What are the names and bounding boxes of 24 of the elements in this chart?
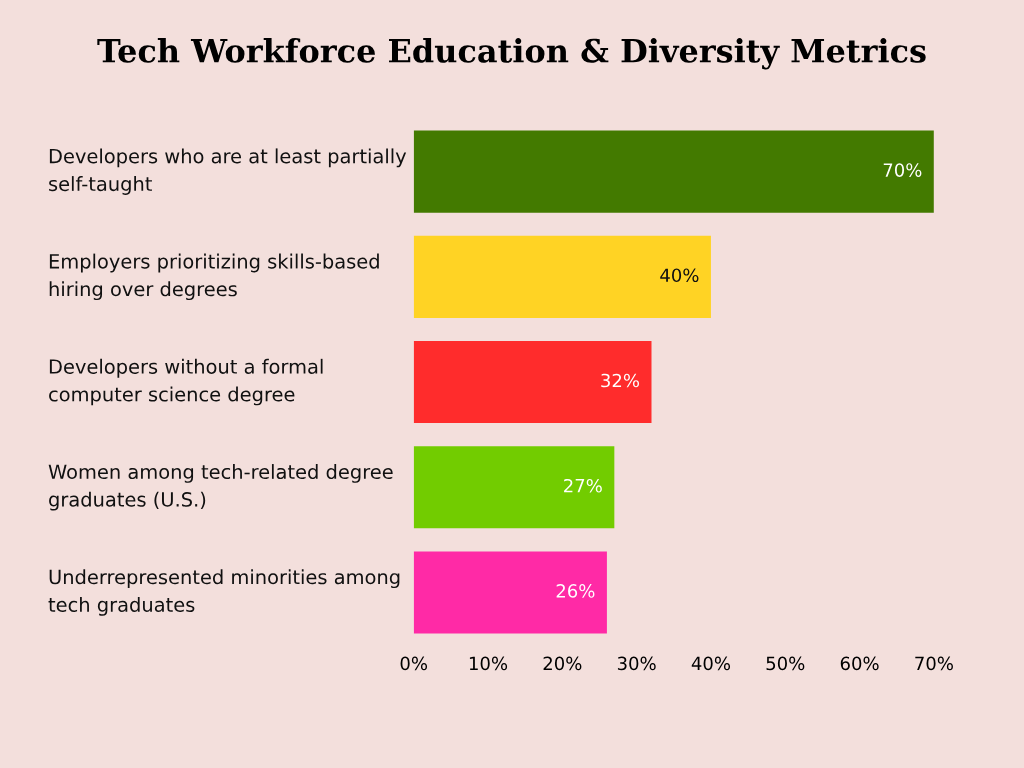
data-label: 26% xyxy=(556,584,595,598)
y-tick-label: Employers prioritizing skills-based hiring over degrees xyxy=(49,253,379,301)
bar xyxy=(413,446,615,529)
x-tick-label: 10% xyxy=(469,656,508,671)
y-tick-label: Developers without a formal computer science degree xyxy=(49,358,323,406)
x-tick-label: 60% xyxy=(840,656,879,671)
x-tick-label: 20% xyxy=(543,656,582,671)
y-tick-label: Women among tech-related degree graduates (U.S.) xyxy=(48,464,393,511)
bar xyxy=(413,341,652,424)
x-tick-label: 30% xyxy=(617,656,656,671)
y-tick-label: Underrepresented minorities among tech graduates xyxy=(48,569,400,616)
bar xyxy=(413,235,711,318)
data-label: 32% xyxy=(601,373,640,388)
data-label: 40% xyxy=(660,268,699,283)
x-tick-label: 0% xyxy=(400,656,428,671)
chart-title: Tech Workforce Education & Diversity Metrics xyxy=(97,38,926,70)
x-tick-label: 50% xyxy=(766,656,805,671)
bar xyxy=(413,551,607,634)
x-tick-label: 40% xyxy=(691,656,731,671)
data-label: 27% xyxy=(564,478,602,493)
bar xyxy=(413,130,934,213)
data-label: 70% xyxy=(883,163,922,177)
y-tick-label: Developers who are at least partially self-taught xyxy=(49,148,407,195)
x-tick-label: 70% xyxy=(915,656,953,671)
